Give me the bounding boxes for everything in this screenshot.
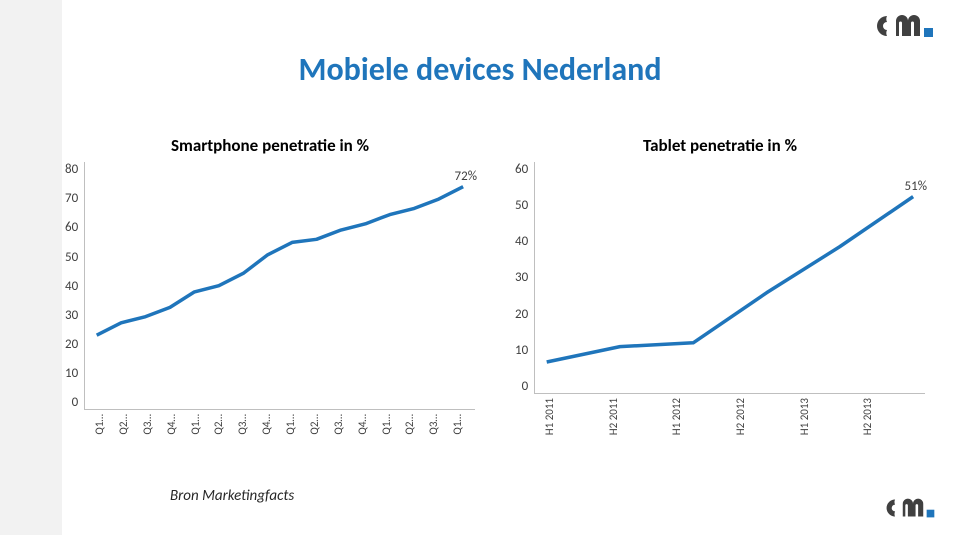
xtick-label: Q2… <box>308 414 332 435</box>
ytick-label: 40 <box>515 234 528 249</box>
ytick-label: 10 <box>515 343 528 358</box>
ytick-label: 70 <box>65 191 78 206</box>
source-text: Bron Marketingfacts <box>170 487 294 505</box>
ytick-label: 40 <box>65 279 78 294</box>
xtick-label: H2 2012 <box>734 398 798 435</box>
ytick-label: 50 <box>515 198 528 213</box>
xtick-label: H2 2011 <box>607 398 671 435</box>
ytick-label: 30 <box>65 308 78 323</box>
chart1-yaxis: 80 70 60 50 40 30 20 10 0 <box>65 162 84 410</box>
xtick-label: Q4… <box>165 414 189 435</box>
ytick-label: 10 <box>65 366 78 381</box>
ytick-label: 0 <box>72 395 79 410</box>
chart2-yaxis: 60 50 40 30 20 10 0 <box>515 162 534 394</box>
ytick-label: 30 <box>515 270 528 285</box>
chart1-plot: 72% <box>84 162 475 410</box>
chart1-end-label: 72% <box>455 169 477 184</box>
charts-row: Smartphone penetratie in % 80 70 60 50 40 30 2… <box>65 135 925 435</box>
chart2-title: Tablet penetratie in % <box>515 135 925 156</box>
chart2-line <box>535 162 925 393</box>
chart1-xaxis: Q1…Q2…Q3…Q4…Q1…Q2…Q3…Q4…Q1…Q2…Q3…Q4…Q1…Q… <box>93 414 475 435</box>
xtick-label: Q1… <box>451 414 475 435</box>
smartphone-chart: Smartphone penetratie in % 80 70 60 50 40 30 2… <box>65 135 475 435</box>
xtick-label: H1 2012 <box>670 398 734 435</box>
xtick-label: Q1… <box>93 414 117 435</box>
chart2-xaxis: H1 2011H2 2011H1 2012H2 2012H1 2013H2 20… <box>543 398 925 435</box>
xtick-label: Q2… <box>117 414 141 435</box>
xtick-label: Q3… <box>141 414 165 435</box>
ytick-label: 60 <box>65 220 78 235</box>
xtick-label: Q3… <box>236 414 260 435</box>
page-title: Mobiele devices Nederland <box>0 50 960 89</box>
ytick-label: 60 <box>515 162 528 177</box>
xtick-label: H1 2013 <box>798 398 862 435</box>
chart1-line <box>85 162 475 409</box>
xtick-label: Q1… <box>189 414 213 435</box>
ytick-label: 20 <box>515 307 528 322</box>
xtick-label: Q4… <box>356 414 380 435</box>
xtick-label: Q3… <box>332 414 356 435</box>
chart2-end-label: 51% <box>905 179 927 194</box>
xtick-label: Q1… <box>380 414 404 435</box>
ytick-label: 50 <box>65 250 78 265</box>
ytick-label: 0 <box>522 379 529 394</box>
xtick-label: Q2… <box>403 414 427 435</box>
chart2-plot: 51% <box>534 162 925 394</box>
tablet-chart: Tablet penetratie in % 60 50 40 30 20 10 0 51%… <box>515 135 925 435</box>
xtick-label: Q3… <box>427 414 451 435</box>
xtick-label: H1 2011 <box>543 398 607 435</box>
xtick-label: Q1… <box>284 414 308 435</box>
xtick-label: H2 2013 <box>861 398 925 435</box>
logo-top <box>874 10 942 47</box>
chart1-title: Smartphone penetratie in % <box>65 135 475 156</box>
ytick-label: 80 <box>65 162 78 177</box>
logo-bottom <box>884 494 942 527</box>
xtick-label: Q4… <box>260 414 284 435</box>
ytick-label: 20 <box>65 337 78 352</box>
xtick-label: Q2… <box>212 414 236 435</box>
